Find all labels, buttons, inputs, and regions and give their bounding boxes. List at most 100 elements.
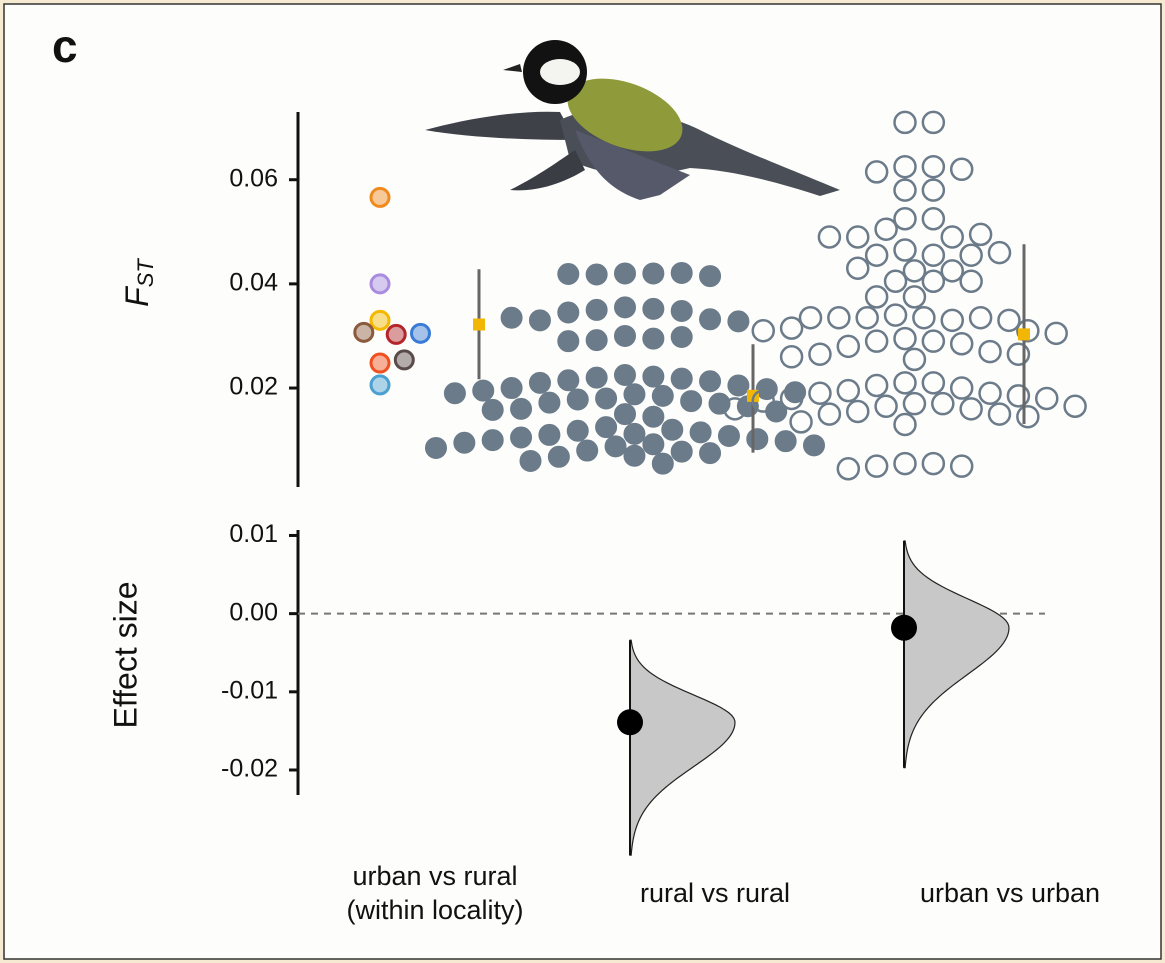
y-tick-label: -0.02	[221, 755, 278, 783]
data-point	[883, 303, 908, 327]
data-point	[779, 316, 804, 340]
data-point	[789, 410, 813, 434]
data-point	[949, 454, 974, 478]
data-point	[699, 265, 722, 288]
data-point	[921, 110, 946, 135]
data-point	[968, 222, 993, 247]
data-point	[699, 308, 722, 331]
data-point	[893, 110, 917, 135]
y-tick-label: 0.00	[229, 598, 278, 626]
data-point	[746, 428, 769, 451]
data-point	[1044, 321, 1068, 346]
bootstrap-distribution	[903, 540, 1010, 769]
data-point	[949, 376, 974, 400]
data-point	[921, 178, 946, 202]
data-point	[670, 440, 693, 463]
data-point	[585, 263, 608, 286]
data-point	[1016, 319, 1040, 343]
data-point	[997, 308, 1021, 333]
data-point	[1006, 384, 1031, 408]
data-point	[481, 398, 504, 421]
data-point	[614, 324, 636, 347]
data-point	[576, 439, 599, 462]
data-point	[864, 285, 889, 309]
data-point	[642, 365, 665, 388]
x-category-label: urban vs urban	[920, 878, 1100, 908]
data-point	[651, 452, 674, 475]
data-point	[902, 391, 927, 416]
data-point	[670, 367, 693, 390]
data-point	[651, 384, 674, 407]
data-point	[921, 329, 946, 353]
data-point	[855, 305, 879, 330]
data-point	[968, 305, 993, 330]
data-point	[623, 444, 646, 467]
data-point	[614, 403, 636, 426]
data-point	[557, 262, 580, 285]
data-point	[893, 238, 917, 262]
data-point	[978, 339, 1002, 364]
data-point	[751, 389, 775, 413]
data-point	[595, 416, 618, 439]
data-point	[557, 369, 580, 392]
data-point	[699, 370, 722, 393]
data-point	[921, 371, 946, 395]
data-point	[893, 154, 917, 179]
data-point	[893, 207, 917, 231]
data-point	[519, 449, 542, 472]
y-tick-label: 0.01	[229, 520, 278, 548]
bootstrap-distribution	[629, 639, 736, 856]
data-point	[614, 364, 636, 387]
data-point	[874, 217, 898, 241]
data-point	[874, 394, 898, 419]
data-point	[846, 399, 870, 424]
effect-point	[891, 614, 917, 641]
data-point	[614, 296, 636, 319]
data-point	[353, 321, 375, 343]
y-tick-label: 0.04	[229, 268, 278, 296]
data-point	[959, 397, 983, 421]
data-point	[803, 434, 825, 457]
y-axis-title-main: F	[119, 285, 155, 307]
data-point	[1006, 342, 1031, 366]
data-point	[817, 402, 842, 426]
y-axis-title-sub: ST	[133, 258, 158, 288]
data-point	[836, 378, 861, 403]
x-category-label: (within locality)	[346, 895, 523, 925]
data-point	[642, 297, 665, 320]
y-tick-label: 0.06	[229, 164, 278, 192]
data-point	[893, 178, 917, 202]
data-point	[453, 431, 476, 454]
data-point	[369, 352, 391, 374]
data-point	[642, 262, 665, 285]
data-point	[921, 207, 946, 231]
data-point	[528, 371, 551, 394]
data-point	[1035, 386, 1059, 411]
data-point	[604, 435, 627, 458]
data-point	[864, 243, 889, 267]
data-point	[699, 442, 722, 465]
y-axis-title: FST	[119, 258, 157, 307]
data-point	[393, 349, 415, 371]
data-point	[1016, 404, 1040, 429]
data-point	[500, 377, 523, 400]
data-point	[779, 386, 804, 411]
data-point	[717, 424, 740, 447]
data-point	[846, 225, 870, 249]
data-point	[566, 388, 589, 411]
data-point	[566, 419, 589, 442]
data-point	[921, 154, 946, 179]
data-point	[798, 305, 823, 330]
y-axis-title: Effect size	[107, 581, 143, 728]
data-point	[623, 422, 646, 445]
effect-point	[617, 709, 643, 736]
data-point	[528, 309, 551, 332]
data-point	[670, 299, 693, 322]
data-point	[727, 310, 750, 333]
data-point	[585, 329, 608, 352]
data-point	[642, 327, 665, 350]
x-category-label: rural vs rural	[640, 878, 790, 908]
data-point	[538, 423, 561, 446]
data-point	[931, 391, 955, 416]
data-point	[1063, 394, 1087, 419]
